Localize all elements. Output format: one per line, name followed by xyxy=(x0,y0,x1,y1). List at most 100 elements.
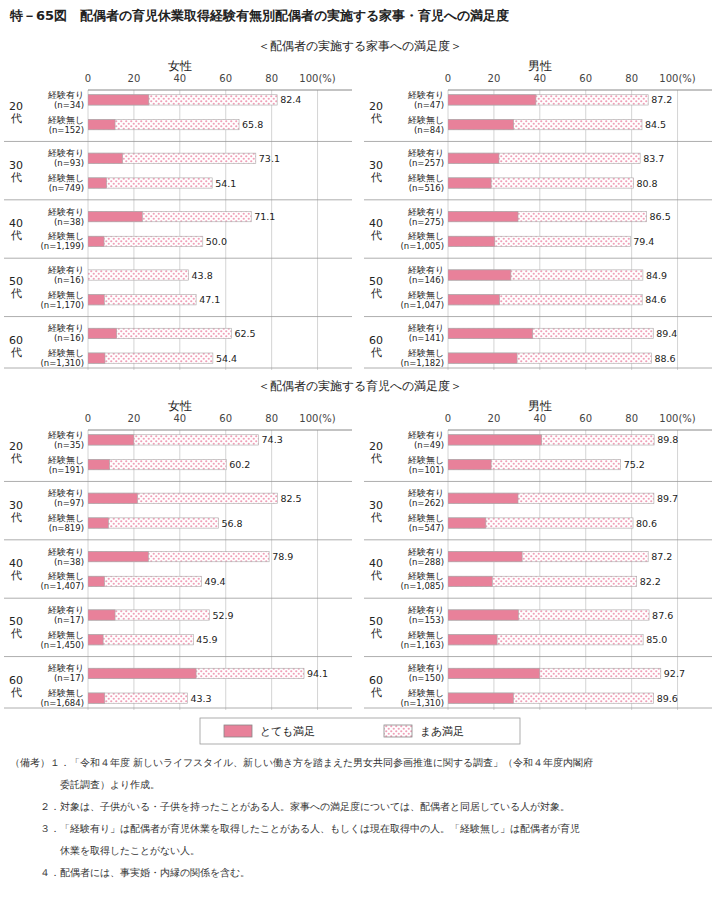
panel: ＜配偶者の実施する家事への満足度＞女性020406080100(%)20代30代… xyxy=(4,39,462,370)
category-label: 経験無し(n=1,310) xyxy=(401,688,444,708)
group-separator xyxy=(4,141,352,142)
tick-label: 60 xyxy=(579,413,592,424)
data-label: 50.0 xyxy=(206,236,227,247)
bar xyxy=(88,295,196,305)
tick-label: 100(%) xyxy=(659,413,695,424)
category-label: 経験有り(n=153) xyxy=(407,605,444,625)
group-label: 20代 xyxy=(369,440,383,465)
bar xyxy=(448,211,647,221)
group-label: 40代 xyxy=(9,217,23,242)
group-separator xyxy=(364,539,712,540)
tick-label: 100(%) xyxy=(299,73,335,84)
axis-line xyxy=(88,430,352,431)
category-label: 経験有り(n=34) xyxy=(47,90,84,110)
bar xyxy=(448,435,542,445)
tick-label: 60 xyxy=(219,413,232,424)
bar xyxy=(88,211,142,221)
category-label: 経験無し(n=819) xyxy=(47,513,84,533)
tick-label: 40 xyxy=(173,413,186,424)
note: 休業を取得したことがない人。 xyxy=(10,845,200,856)
grid-line xyxy=(271,90,272,370)
bar xyxy=(448,328,653,338)
group-label: 60代 xyxy=(9,333,23,358)
tick-label: 80 xyxy=(265,73,278,84)
category-label: 経験無し(n=547) xyxy=(407,513,444,533)
bar xyxy=(448,551,648,561)
group-separator xyxy=(364,258,712,259)
category-label: 経験無し(n=84) xyxy=(407,115,444,135)
bar xyxy=(88,211,251,221)
category-label: 経験無し(n=101) xyxy=(407,455,444,475)
panel-title: 男性 xyxy=(528,399,552,413)
section-title: ＜配偶者の実施する育児への満足度＞ xyxy=(258,379,462,393)
bar xyxy=(88,328,231,338)
bar xyxy=(88,435,134,445)
group-label: 50代 xyxy=(369,615,383,640)
category-label: 経験無し(n=152) xyxy=(47,115,84,135)
data-label: 54.1 xyxy=(215,178,236,189)
bar xyxy=(88,518,218,528)
panel: ＜配偶者の実施する育児への満足度＞女性020406080100(%)20代30代… xyxy=(4,379,462,710)
bar xyxy=(448,693,513,703)
bar xyxy=(448,493,518,503)
group-label: 40代 xyxy=(369,217,383,242)
note: （備考）１．「令和４年度 新しいライフスタイル、新しい働き方を踏まえた男女共同参… xyxy=(10,757,593,768)
bar xyxy=(448,668,661,678)
bars xyxy=(448,95,653,364)
data-labels: 82.465.873.154.171.150.043.847.162.554.4 xyxy=(192,94,302,363)
group-separator xyxy=(4,598,352,599)
group-separator xyxy=(364,199,712,200)
tick-label: 80 xyxy=(265,413,278,424)
data-label: 84.6 xyxy=(645,294,666,305)
category-label: 経験無し(n=1,163) xyxy=(401,630,444,650)
panel-title: 女性 xyxy=(168,59,192,73)
group-label: 20代 xyxy=(369,100,383,125)
data-label: 74.3 xyxy=(262,434,283,445)
group-label: 60代 xyxy=(369,333,383,358)
bar xyxy=(88,518,108,528)
group-separator xyxy=(4,481,352,482)
group-label: 50代 xyxy=(9,275,23,300)
bar xyxy=(448,610,649,620)
data-label: 82.4 xyxy=(280,94,301,105)
category-label: 経験有り(n=97) xyxy=(47,488,84,508)
bar xyxy=(448,95,536,105)
data-label: 56.8 xyxy=(221,518,242,529)
bar xyxy=(448,576,492,586)
group-separator xyxy=(364,481,712,482)
bar xyxy=(88,493,138,503)
data-label: 62.5 xyxy=(234,328,255,339)
tick-label: 0 xyxy=(85,413,91,424)
bars xyxy=(88,95,277,364)
bar xyxy=(448,119,642,129)
data-label: 80.6 xyxy=(636,518,657,529)
data-label: 87.6 xyxy=(652,610,673,621)
note: ４．配偶者には、事実婚・内縁の関係を含む。 xyxy=(10,867,250,878)
bar xyxy=(88,236,104,246)
legend-label: まあ満足 xyxy=(420,725,464,738)
data-label: 94.1 xyxy=(307,668,328,679)
bar xyxy=(88,493,277,503)
group-label: 40代 xyxy=(369,557,383,582)
category-label: 経験有り(n=146) xyxy=(407,265,444,285)
bar xyxy=(88,610,115,620)
panel-title: 男性 xyxy=(528,59,552,73)
group-label: 50代 xyxy=(369,275,383,300)
bar xyxy=(448,668,540,678)
axis-line xyxy=(88,90,352,91)
bar xyxy=(448,153,499,163)
bar xyxy=(88,435,259,445)
group-separator xyxy=(364,141,712,142)
group-label: 30代 xyxy=(9,498,23,523)
category-label: 経験無し(n=1,199) xyxy=(41,231,84,251)
category-label: 経験有り(n=257) xyxy=(407,148,444,168)
data-label: 92.7 xyxy=(664,668,685,679)
tick-label: 0 xyxy=(85,73,91,84)
group-separator xyxy=(364,316,712,317)
bars xyxy=(88,435,304,704)
bar xyxy=(88,328,117,338)
bar xyxy=(448,119,514,129)
group-label: 60代 xyxy=(9,673,23,698)
tick-label: 20 xyxy=(128,413,141,424)
category-label: 経験有り(n=141) xyxy=(407,323,444,343)
